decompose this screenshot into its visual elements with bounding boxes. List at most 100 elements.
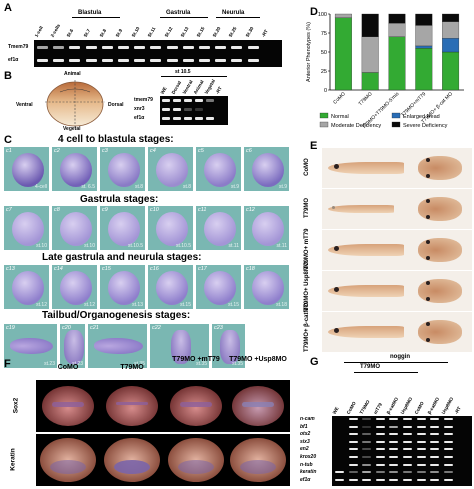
bar-segment — [388, 22, 406, 37]
band — [362, 448, 372, 451]
band — [184, 117, 192, 120]
band — [389, 448, 399, 451]
band — [335, 471, 344, 474]
band — [443, 471, 453, 474]
tadpole-row — [322, 189, 472, 229]
tadpole-eye — [426, 281, 430, 285]
row-label: krox20 — [300, 454, 317, 460]
panel-letter-b: B — [4, 70, 12, 82]
embryo-tile: c8 st.10 — [51, 205, 98, 251]
embryo-image — [226, 434, 290, 486]
band — [101, 46, 113, 49]
band — [416, 456, 426, 458]
tile-id: c11 — [198, 207, 207, 213]
embryo-tile: c20 st.23 — [59, 323, 86, 369]
row-label: Sox2 — [12, 397, 20, 414]
band — [173, 99, 181, 102]
tile-id: c12 — [246, 207, 255, 213]
band — [85, 59, 97, 62]
lane-label: Ventral — [181, 79, 194, 95]
embryo-tile: c2 st. 6.5 — [51, 146, 98, 192]
bar-segment — [361, 13, 379, 37]
band — [37, 46, 48, 49]
tadpole-row — [322, 148, 472, 188]
lane-label: St.10 — [130, 25, 141, 38]
legend-label: Enlarged Head — [403, 114, 440, 120]
lane-label: Dorsal — [170, 80, 183, 95]
y-tick-label: 50 — [321, 50, 327, 56]
bar-segment — [415, 25, 433, 47]
tadpole-eye — [426, 240, 430, 244]
embryo-image — [100, 380, 164, 432]
legend-swatch — [319, 121, 329, 128]
band — [150, 59, 162, 62]
embryo — [59, 153, 92, 187]
lane-label: Usp8MO — [399, 396, 414, 415]
row-label: keratin — [300, 469, 317, 476]
tile-id: c10 — [150, 207, 159, 213]
tile-stage: st.23 — [44, 361, 55, 367]
lane-label: 1-cell — [33, 25, 44, 38]
lane-label: Usp8MO — [440, 396, 455, 415]
embryo — [59, 271, 92, 305]
embryo-tile: c5 st.9 — [195, 146, 242, 192]
band — [430, 418, 440, 420]
group-line — [72, 17, 120, 18]
row-label: bf1 — [300, 423, 308, 430]
lane-label: -RT — [260, 28, 269, 38]
row-label: ef1α — [8, 57, 19, 63]
band — [182, 46, 194, 49]
embryo-tile: c15 st.13 — [99, 264, 146, 310]
band — [443, 433, 453, 436]
tile-stage: st.8 — [134, 184, 143, 190]
band — [348, 440, 358, 443]
band — [430, 478, 440, 481]
column-header: T79MO +Usp8MO — [229, 356, 287, 363]
y-tick-label: 100 — [318, 12, 327, 18]
band — [37, 59, 48, 62]
band — [430, 425, 440, 428]
band — [362, 418, 372, 420]
band — [362, 456, 372, 458]
tile-id: c2 — [54, 148, 60, 154]
band — [348, 448, 358, 451]
band — [430, 456, 440, 458]
band — [53, 46, 65, 49]
legend-swatch — [319, 112, 329, 119]
bar-segment — [442, 38, 460, 53]
band — [231, 59, 243, 62]
embryo — [251, 212, 284, 246]
tile-id: c7 — [6, 207, 12, 213]
embryo-tile: c6 st.9 — [243, 146, 290, 192]
embryo-tile: c11 st.11 — [195, 205, 242, 251]
embryo — [251, 271, 284, 305]
column-header: T79MO +mT79 — [172, 356, 220, 363]
band — [430, 463, 440, 466]
lane-label: -RT — [454, 405, 463, 415]
embryo-tile: c19 st.23 — [3, 323, 58, 369]
embryo-image — [226, 380, 290, 432]
bar-segment — [442, 21, 460, 39]
panel-letter-e: E — [310, 140, 318, 152]
band — [85, 46, 97, 49]
column-header: T79MO — [120, 364, 144, 371]
lane-label: St.9 — [114, 28, 124, 38]
lane-label: WE — [331, 406, 340, 415]
tile-id: c16 — [150, 266, 159, 272]
row-label: otx2 — [300, 431, 311, 438]
lane-label: St.6 — [66, 28, 75, 38]
embryo — [107, 153, 140, 187]
band — [416, 418, 426, 420]
panel-letter-a: A — [4, 2, 12, 14]
tadpole-eye — [426, 215, 430, 219]
bar-segment — [388, 36, 406, 91]
panel-letter-g: G — [310, 356, 319, 368]
tadpole-dorsal — [418, 156, 462, 180]
tile-id: c3 — [102, 148, 108, 154]
embryo-tile: c21 st.35 — [87, 323, 148, 369]
y-tick-label: 75 — [321, 31, 327, 37]
embryo-image — [100, 434, 164, 486]
embryo — [155, 271, 188, 305]
tile-stage: st.35 — [134, 361, 145, 367]
tile-id: c1 — [6, 148, 12, 154]
